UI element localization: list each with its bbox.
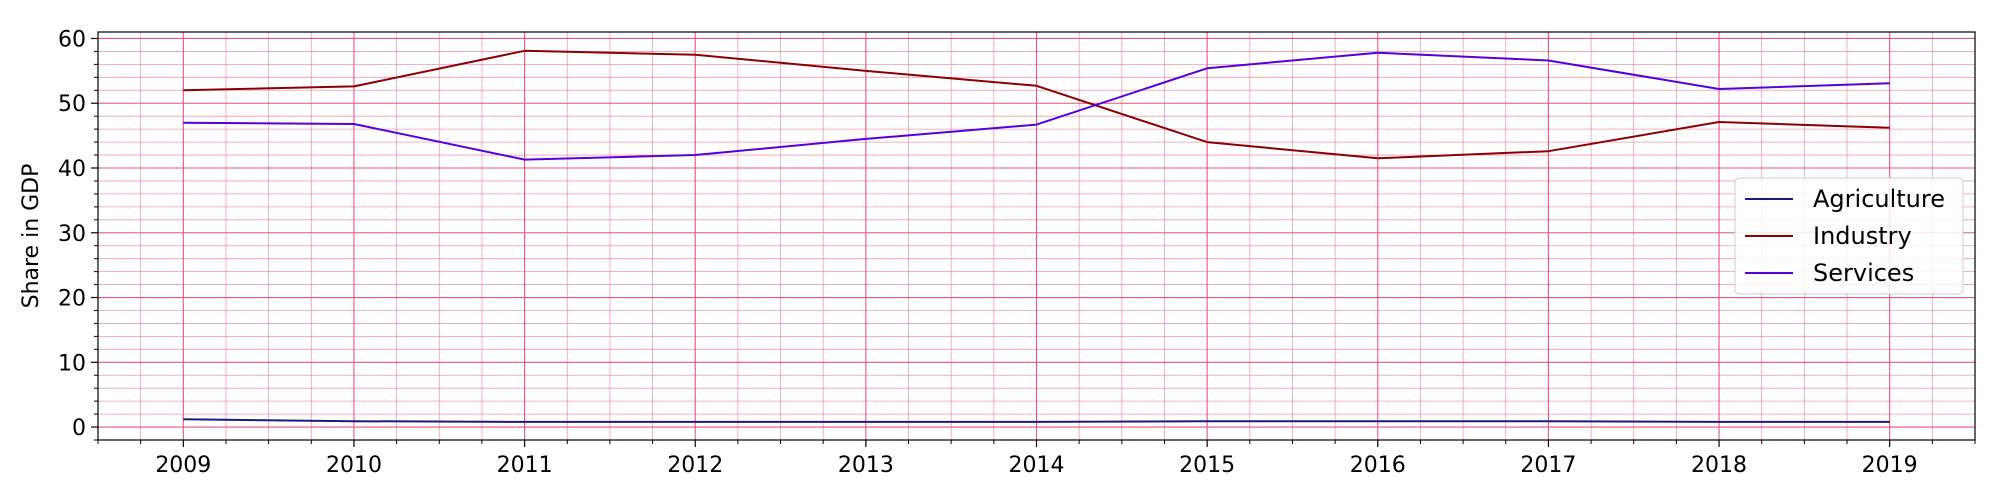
x-tick-label: 2009 bbox=[155, 453, 211, 478]
legend-label: Agriculture bbox=[1813, 185, 1945, 213]
y-tick-label: 30 bbox=[58, 222, 86, 247]
axis-ticks: 0 10 20 30 40 50 60 2009 2010 2011 2012 2013 2014 201… bbox=[58, 27, 1976, 478]
x-tick-label: 2017 bbox=[1520, 453, 1576, 478]
legend-label: Services bbox=[1813, 259, 1914, 287]
x-tick-label: 2010 bbox=[326, 453, 382, 478]
x-tick-label: 2016 bbox=[1350, 453, 1406, 478]
series-line-industry bbox=[183, 49, 1890, 160]
legend-label: Industry bbox=[1813, 222, 1912, 250]
x-tick-label: 2013 bbox=[838, 453, 894, 478]
y-tick-label: 20 bbox=[58, 287, 86, 312]
x-tick-label: 2011 bbox=[497, 453, 553, 478]
y-tick-label: 60 bbox=[58, 27, 86, 52]
series-lines bbox=[183, 49, 1890, 423]
y-tick-label: 50 bbox=[58, 92, 86, 117]
grid bbox=[97, 32, 1976, 441]
x-tick-label: 2014 bbox=[1009, 453, 1065, 478]
x-tick-label: 2015 bbox=[1179, 453, 1235, 478]
legend-box bbox=[1734, 177, 1964, 295]
y-tick-label: 40 bbox=[58, 157, 86, 182]
series-line-agriculture bbox=[183, 418, 1890, 423]
y-tick-label: 10 bbox=[58, 351, 86, 376]
y-tick-label: 0 bbox=[72, 416, 86, 441]
series-line-services bbox=[183, 51, 1890, 161]
y-axis-title: Share in GDP bbox=[19, 164, 44, 309]
legend: Agriculture Industry Services bbox=[1734, 177, 1964, 295]
x-tick-label: 2019 bbox=[1862, 453, 1918, 478]
x-tick-label: 2012 bbox=[667, 453, 723, 478]
x-tick-label: 2018 bbox=[1691, 453, 1747, 478]
